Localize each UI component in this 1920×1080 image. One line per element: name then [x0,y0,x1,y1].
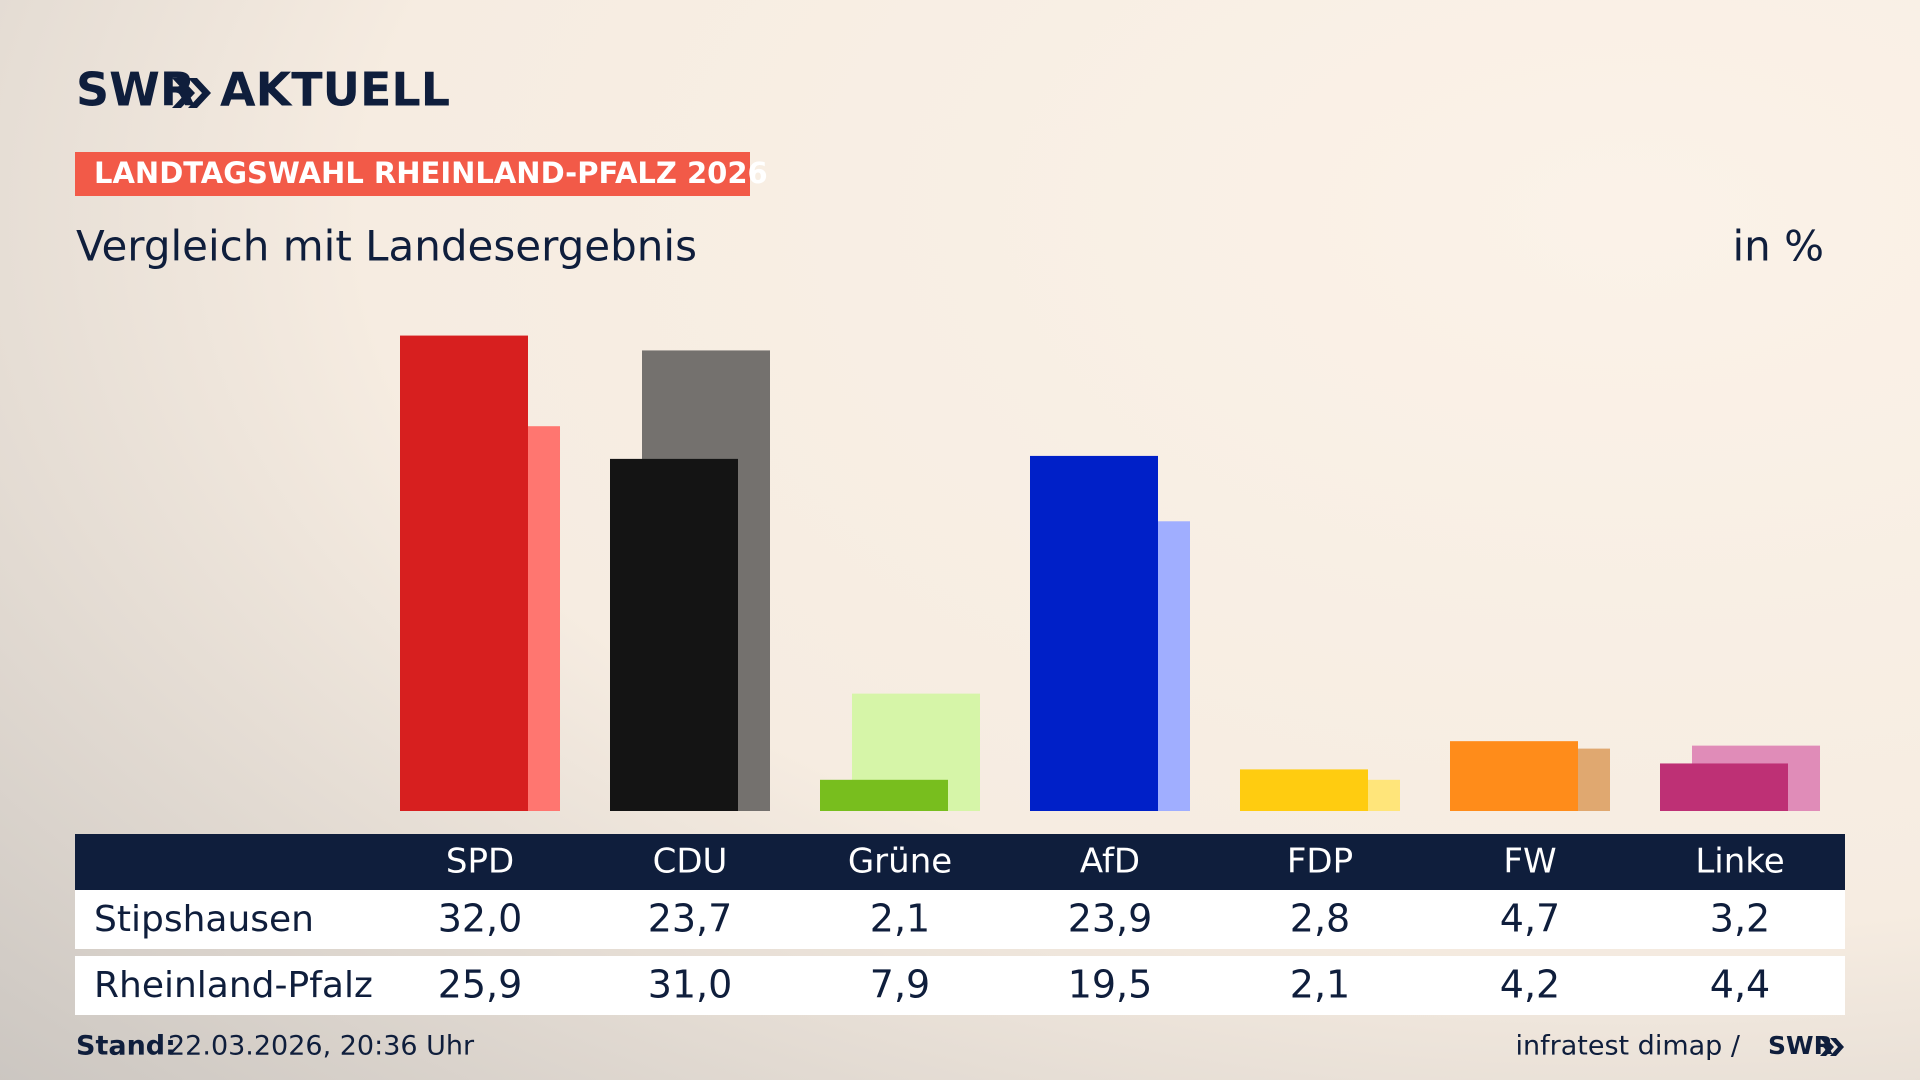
value-label: 23,9 [1068,897,1153,941]
logo: SWR [76,63,195,117]
bar [1030,455,1158,811]
bar [1450,741,1578,811]
table-header [75,834,1845,890]
bar [400,335,528,811]
category-label: Linke [1695,842,1784,882]
source-chevrons [1820,1038,1844,1056]
logo-product: AKTUELL [220,63,450,117]
value-label: 2,8 [1290,897,1350,941]
chart-title: Vergleich mit Landesergebnis [76,222,697,271]
bar [820,779,948,811]
value-label: 31,0 [648,963,733,1007]
logo-chevrons [172,78,211,108]
value-label: 32,0 [438,897,523,941]
table-row [75,956,1845,1015]
legend-label: Rheinland-Pfalz [94,965,373,1006]
category-label: SPD [446,842,514,882]
bar [610,458,738,811]
category-label: CDU [653,842,728,882]
category-label: Grüne [848,842,952,882]
bar [1240,769,1368,811]
legend-label: Stipshausen [94,899,314,940]
source: infratest dimap / [1515,1031,1740,1062]
category-label: AfD [1080,842,1140,882]
table-row [75,890,1845,949]
unit-label: in % [1732,222,1824,271]
category-label: FW [1503,842,1556,882]
value-label: 7,9 [870,963,930,1007]
bar [1660,763,1788,811]
value-label: 19,5 [1068,963,1153,1007]
value-label: 4,4 [1710,963,1770,1007]
value-label: 23,7 [648,897,733,941]
value-label: 2,1 [1290,963,1350,1007]
value-label: 4,2 [1500,963,1560,1007]
value-label: 25,9 [438,963,523,1007]
stand-label: Stand: [76,1031,176,1062]
value-label: 4,7 [1500,897,1560,941]
value-label: 2,1 [870,897,930,941]
category-label: FDP [1287,842,1353,882]
value-label: 3,2 [1710,897,1770,941]
badge-text: LANDTAGSWAHL RHEINLAND-PFALZ 2026 [94,156,768,190]
stand-date: 22.03.2026, 20:36 Uhr [168,1031,475,1062]
badge [75,152,750,196]
